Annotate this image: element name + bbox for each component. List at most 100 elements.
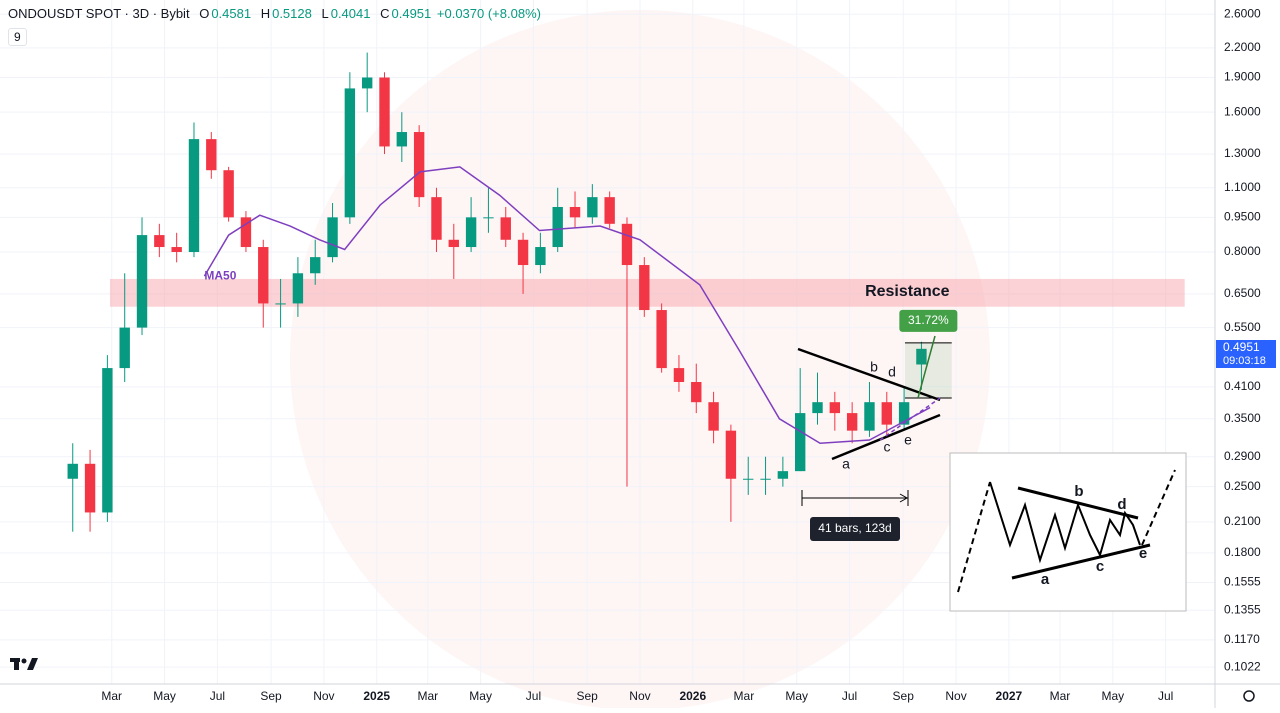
- candle-body: [552, 206, 563, 248]
- x-tick-label: May: [153, 689, 176, 703]
- candle-body: [621, 223, 633, 266]
- y-tick-label: 0.6500: [1224, 286, 1261, 300]
- y-tick-label: 0.1800: [1224, 545, 1261, 559]
- x-tick-label: Nov: [629, 689, 650, 703]
- move-line: [917, 335, 936, 399]
- y-tick-label: 0.1022: [1224, 659, 1261, 673]
- candle-body: [119, 327, 130, 369]
- measure-label-box: [899, 309, 958, 332]
- x-tick-label: 2025: [363, 689, 390, 703]
- x-tick-label: Jul: [842, 689, 857, 703]
- measure-box: [904, 342, 952, 398]
- wave-label: e: [904, 432, 912, 448]
- candle-body: [431, 197, 442, 240]
- inset: a b c d e: [949, 452, 1187, 612]
- candle-body: [812, 402, 823, 414]
- candle-body: [743, 478, 754, 480]
- candle-body: [448, 239, 459, 248]
- y-tick-label: 1.9000: [1224, 70, 1261, 84]
- inset-label: c: [1096, 558, 1104, 575]
- candle-body: [517, 239, 529, 266]
- candle-body: [136, 235, 148, 328]
- y-tick-label: 1.6000: [1224, 104, 1261, 118]
- measure-label: 31.72%: [908, 313, 949, 327]
- ohlc-value: 0.4951: [391, 6, 432, 21]
- symbol: ONDOUSDT SPOT · 3D · Bybit: [8, 6, 190, 21]
- inset-line: [957, 481, 991, 593]
- settings-icon[interactable]: [1243, 690, 1255, 702]
- candle-body: [829, 402, 841, 414]
- candle-body: [361, 77, 373, 89]
- candle-body: [725, 430, 737, 479]
- y-tick-label: 1.1000: [1224, 180, 1261, 194]
- x-tick-label: Mar: [1050, 689, 1071, 703]
- x-tick-label: Jul: [526, 689, 541, 703]
- projection: [879, 397, 941, 441]
- candle-body: [500, 217, 511, 240]
- inset-box: [949, 452, 1187, 612]
- trendline: [831, 413, 941, 461]
- y-tick-label: 0.2900: [1224, 449, 1261, 463]
- candle-body: [310, 257, 321, 274]
- inset-wave: [989, 481, 1141, 564]
- logo-part: [27, 658, 38, 670]
- candle-body: [673, 368, 685, 383]
- y-tick-label: 2.6000: [1224, 6, 1261, 20]
- y-tick-label: 0.3500: [1224, 411, 1261, 425]
- tv-logo: [10, 658, 38, 670]
- ohlc-key: H: [260, 6, 271, 21]
- wave-label: b: [870, 359, 878, 375]
- candle-body: [240, 217, 252, 248]
- candle-body: [587, 197, 598, 218]
- x-tick-label: 2026: [679, 689, 706, 703]
- y-tick-label: 0.2500: [1224, 479, 1261, 493]
- x-tick-label: 2027: [996, 689, 1023, 703]
- ma-line: [203, 166, 931, 445]
- range-label-box: [810, 517, 900, 541]
- inset-line: [1011, 543, 1151, 580]
- x-tick-label: Jul: [210, 689, 225, 703]
- y-tick-label: 0.1555: [1224, 575, 1261, 589]
- x-tick-label: Sep: [893, 689, 915, 703]
- range-label: 41 bars, 123d: [818, 521, 891, 535]
- y-tick-label: 0.5500: [1224, 320, 1261, 334]
- x-tick-label: Mar: [101, 689, 122, 703]
- ohlc-value: 0.4581: [211, 6, 252, 21]
- candle-body: [864, 402, 875, 431]
- inset-label: a: [1041, 571, 1050, 588]
- series-label: MA50: [204, 268, 236, 282]
- ohlc-value: 0.4041: [330, 6, 371, 21]
- y-tick-label: 1.3000: [1224, 146, 1261, 160]
- price-badge: [1216, 340, 1276, 368]
- candle-body: [916, 348, 927, 365]
- candle-body: [67, 463, 78, 479]
- candle-body: [708, 402, 719, 431]
- candle-body: [396, 132, 408, 147]
- plot: Resistance MA50 31.72%: [67, 52, 1185, 532]
- indicator-count[interactable]: 9: [8, 28, 27, 46]
- header: ONDOUSDT SPOT · 3D · Bybit O 0.4581 H 0.51…: [8, 6, 543, 21]
- inset-label: d: [1117, 496, 1126, 513]
- x-tick-label: Nov: [313, 689, 334, 703]
- candle-body: [171, 247, 182, 253]
- candle-body: [327, 217, 338, 258]
- axes: 2.6000 2.2000 1.9000 1.6000 1.3000 1.1000 0.95…: [101, 6, 1261, 703]
- ohlc-key: C: [380, 6, 390, 21]
- x-tick-label: Mar: [734, 689, 755, 703]
- y-tick-label: 0.9500: [1224, 210, 1261, 224]
- ohlc-value: 0.5128: [272, 6, 312, 21]
- inset-label: e: [1139, 545, 1147, 562]
- y-tick-label: 0.2100: [1224, 514, 1261, 528]
- inset-label: b: [1074, 483, 1083, 500]
- change: +0.0370 (+8.08%): [436, 6, 541, 21]
- candle-body: [760, 478, 771, 480]
- candle-body: [258, 247, 269, 304]
- x-tick-label: Sep: [260, 689, 282, 703]
- wave-label: d: [888, 364, 896, 380]
- x-tick-label: Nov: [945, 689, 966, 703]
- y-tick-label: 0.4100: [1224, 379, 1261, 393]
- candle-body: [223, 170, 234, 218]
- resistance-label: Resistance: [865, 283, 950, 300]
- candle-body: [881, 402, 892, 425]
- logo-part: [14, 658, 19, 670]
